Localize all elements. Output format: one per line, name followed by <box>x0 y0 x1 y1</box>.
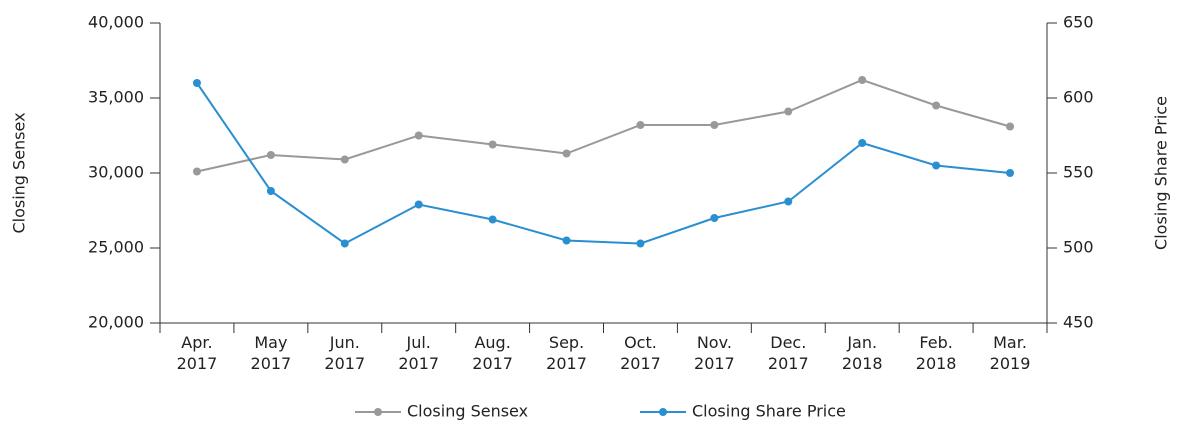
x-tick-label: Mar. 2019 <box>990 333 1031 373</box>
x-tick-label: Aug. 2017 <box>472 333 513 373</box>
legend-marker <box>659 408 667 416</box>
point <box>710 121 719 129</box>
legend-label: Closing Sensex <box>407 402 528 421</box>
point <box>858 139 867 147</box>
point <box>784 197 793 206</box>
y-tick-label: 25,000 <box>88 238 144 257</box>
point <box>266 151 275 159</box>
y2-axis-title: Closing Share Price <box>1152 96 1171 250</box>
x-tick-label: Jun. 2017 <box>324 333 365 373</box>
point <box>266 187 275 195</box>
y2-tick-label: 650 <box>1063 13 1094 32</box>
point <box>414 200 423 209</box>
point <box>340 155 349 164</box>
x-tick-label: Oct. 2017 <box>620 333 661 373</box>
point <box>932 101 941 110</box>
line <box>196 78 1011 173</box>
point <box>192 167 201 176</box>
y2-tick-label: 450 <box>1063 313 1094 332</box>
x-tick-label: May 2017 <box>251 333 292 373</box>
y2-tick-label: 600 <box>1063 88 1094 107</box>
x-tick-label: Nov. 2017 <box>694 333 735 373</box>
x-tick-label: Jan. 2018 <box>842 333 883 373</box>
point <box>784 107 793 116</box>
y-tick-label: 40,000 <box>88 13 144 32</box>
point <box>562 149 571 158</box>
x-tick-label: Jul. 2017 <box>398 333 439 373</box>
y-tick-label: 30,000 <box>88 163 144 182</box>
point <box>858 76 867 84</box>
point <box>710 214 719 222</box>
y2-tick-label: 500 <box>1063 238 1094 257</box>
point <box>1006 169 1015 177</box>
point <box>636 121 645 129</box>
y-tick-label: 20,000 <box>88 313 144 332</box>
point <box>932 161 941 170</box>
y-axis-title: Closing Sensex <box>10 112 29 233</box>
x-tick-label: Apr. 2017 <box>177 333 218 373</box>
legend-marker <box>374 408 382 416</box>
y2-tick-label: 550 <box>1063 163 1094 182</box>
point <box>636 239 645 248</box>
point <box>414 131 423 140</box>
x-tick-label: Feb. 2018 <box>916 333 957 373</box>
point <box>488 140 497 149</box>
point <box>488 215 497 224</box>
line <box>196 82 1011 245</box>
point <box>1006 122 1015 131</box>
legend-label: Closing Share Price <box>692 402 846 421</box>
point <box>340 239 349 248</box>
point <box>192 79 201 87</box>
x-tick-label: Sep. 2017 <box>546 333 587 373</box>
point <box>562 236 571 245</box>
y-tick-label: 35,000 <box>88 88 144 107</box>
x-tick-label: Dec. 2017 <box>768 333 809 373</box>
